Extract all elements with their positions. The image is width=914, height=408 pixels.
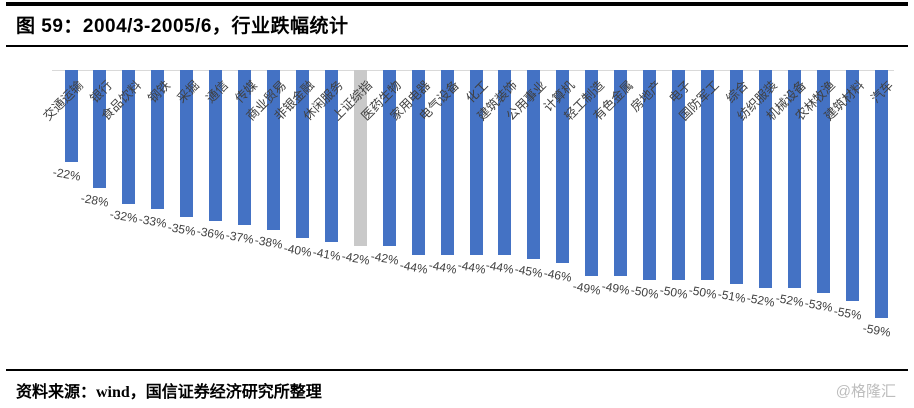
bar xyxy=(556,70,570,264)
bar xyxy=(700,70,714,280)
category-label: 汽车 xyxy=(868,78,897,106)
value-label: -45% xyxy=(514,262,545,281)
value-label: -42% xyxy=(340,249,371,269)
bar xyxy=(527,70,541,259)
bar xyxy=(180,70,194,217)
value-label: -55% xyxy=(832,304,863,323)
figure-title: 图 59：2004/3-2005/6，行业跌幅统计 xyxy=(16,16,349,37)
bar xyxy=(64,70,78,163)
value-label: -32% xyxy=(109,207,140,227)
bar-highlight-index xyxy=(353,70,367,247)
value-label: -44% xyxy=(485,257,516,277)
source-note: 资料来源：wind，国信证券经济研究所整理 xyxy=(16,384,322,401)
bar xyxy=(614,70,628,276)
bar xyxy=(238,70,252,226)
category-label: 通信 xyxy=(203,78,231,106)
bar xyxy=(122,70,136,205)
value-label: -41% xyxy=(311,245,342,264)
bar xyxy=(324,70,338,243)
industry-decline-bar-chart: 交通运输 -22% 银行 -28% 食品饮料 -32% 钢铁 -33% 采掘 -35% 通信 -36%… xyxy=(40,70,897,340)
footer-rule xyxy=(6,369,908,371)
value-label: -59% xyxy=(861,320,892,340)
bar xyxy=(469,70,483,255)
value-label: -28% xyxy=(80,190,111,210)
bar xyxy=(411,70,425,255)
value-label: -40% xyxy=(282,241,313,260)
bar xyxy=(93,70,107,188)
value-label: -50% xyxy=(687,283,718,302)
bar xyxy=(845,70,859,301)
bar xyxy=(758,70,772,289)
bar xyxy=(672,70,686,280)
bar xyxy=(874,70,888,318)
value-label: -38% xyxy=(253,232,284,252)
value-label: -49% xyxy=(600,278,631,298)
value-label: -37% xyxy=(224,228,255,248)
category-label: 钢铁 xyxy=(145,78,173,106)
value-label: -52% xyxy=(774,291,805,311)
value-label: -42% xyxy=(369,249,400,269)
value-label: -49% xyxy=(571,278,602,298)
category-label: 采掘 xyxy=(174,78,202,106)
title-rule xyxy=(6,45,908,47)
bar xyxy=(267,70,280,230)
value-label: -44% xyxy=(398,257,429,277)
bar xyxy=(209,70,223,222)
bar xyxy=(498,70,512,255)
value-label: -52% xyxy=(745,291,776,311)
value-label: -50% xyxy=(658,283,689,302)
bar xyxy=(440,70,454,255)
top-rule xyxy=(6,2,908,6)
value-label: -51% xyxy=(716,287,747,306)
bar xyxy=(816,70,830,293)
value-label: -22% xyxy=(51,165,82,185)
bar xyxy=(729,70,743,285)
value-label: -46% xyxy=(543,266,574,285)
bar xyxy=(295,70,309,238)
category-label: 交通运输 xyxy=(40,78,86,124)
value-label: -33% xyxy=(138,211,169,231)
watermark: @格隆汇 xyxy=(835,383,896,400)
value-label: -36% xyxy=(195,224,226,243)
bar xyxy=(643,70,657,280)
value-label: -53% xyxy=(803,295,834,315)
value-label: -44% xyxy=(456,257,487,277)
bar xyxy=(151,70,165,209)
bar xyxy=(382,70,396,247)
value-label: -35% xyxy=(166,220,197,239)
value-label: -44% xyxy=(427,257,458,277)
value-label: -50% xyxy=(629,283,660,302)
bar xyxy=(787,70,801,289)
bar xyxy=(585,70,599,276)
